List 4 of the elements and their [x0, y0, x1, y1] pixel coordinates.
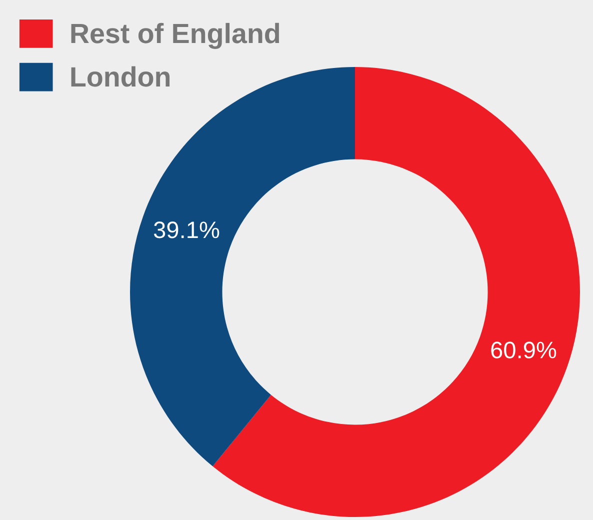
legend-label: Rest of England — [71, 22, 280, 49]
legend-label: London — [71, 66, 170, 87]
data-label: 60.9% — [491, 342, 556, 358]
data-label: 39.1% — [154, 222, 220, 238]
